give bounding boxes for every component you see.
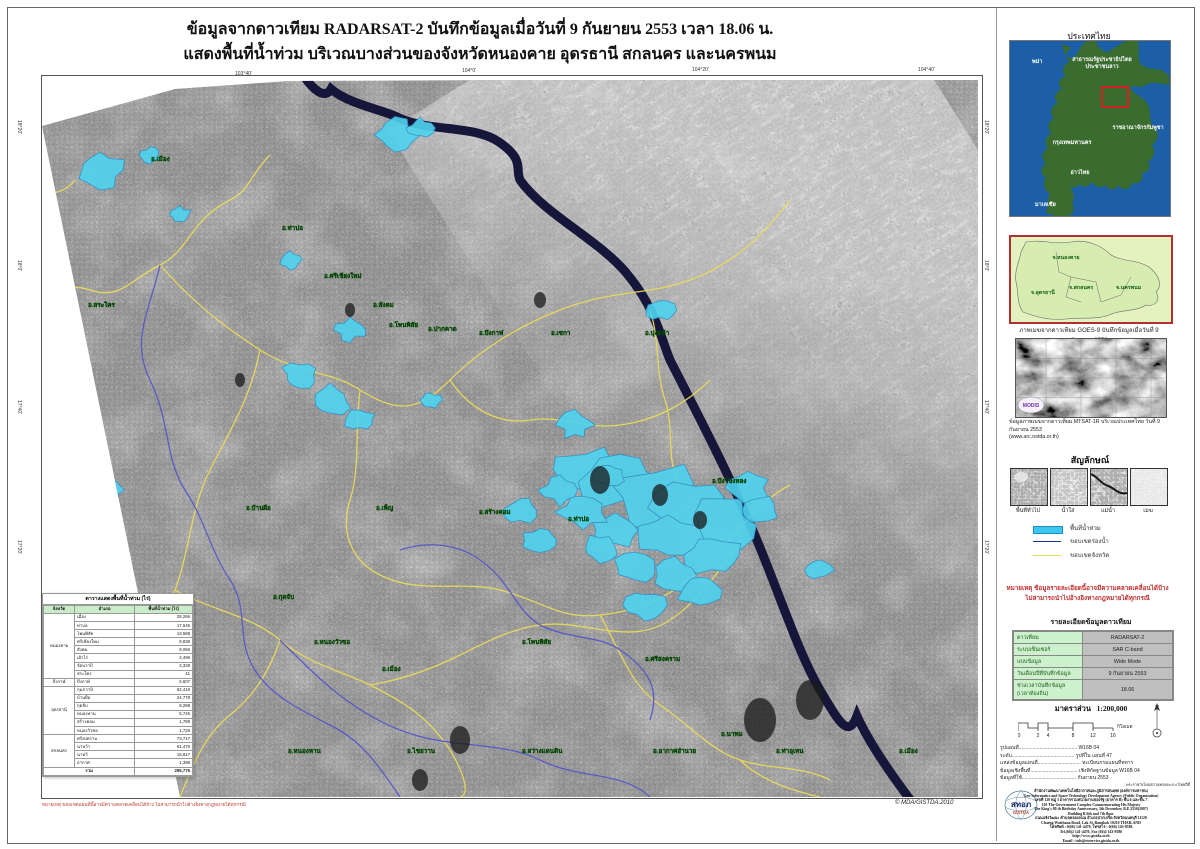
svg-text:GISTDA: GISTDA xyxy=(1013,810,1029,815)
svg-text:0: 0 xyxy=(1018,733,1021,739)
svg-text:กรุงเทพมหานคร: กรุงเทพมหานคร xyxy=(1053,139,1092,146)
svg-text:สาธารณรัฐประชาธิปไตย: สาธารณรัฐประชาธิปไตย xyxy=(1072,55,1132,63)
svg-text:12: 12 xyxy=(1090,733,1096,739)
svg-text:ประชาชนลาว: ประชาชนลาว xyxy=(1085,62,1118,70)
svg-text:8: 8 xyxy=(1072,733,1075,739)
svg-text:4: 4 xyxy=(1047,733,1050,739)
svg-text:จ.สกลนคร: จ.สกลนคร xyxy=(1069,285,1093,291)
svg-text:N: N xyxy=(1155,705,1159,711)
svg-text:จ.หนองคาย: จ.หนองคาย xyxy=(1052,255,1079,261)
svg-text:อ่าวไทย: อ่าวไทย xyxy=(1070,168,1089,176)
svg-text:มาเลเซีย: มาเลเซีย xyxy=(1035,201,1056,208)
svg-text:16: 16 xyxy=(1110,733,1116,739)
svg-text:ราชอาณาจักรกัมพูชา: ราชอาณาจักรกัมพูชา xyxy=(1112,124,1163,132)
svg-text:พม่า: พม่า xyxy=(1031,58,1042,65)
svg-text:จ.นครพนม: จ.นครพนม xyxy=(1116,285,1142,291)
svg-text:MODIS: MODIS xyxy=(1023,403,1040,409)
svg-text:กิโลเมตร: กิโลเมตร xyxy=(1117,723,1133,729)
svg-text:2: 2 xyxy=(1037,733,1040,739)
svg-text:จ.อุดรธานี: จ.อุดรธานี xyxy=(1031,289,1055,296)
svg-text:สทอภ: สทอภ xyxy=(1011,800,1031,809)
